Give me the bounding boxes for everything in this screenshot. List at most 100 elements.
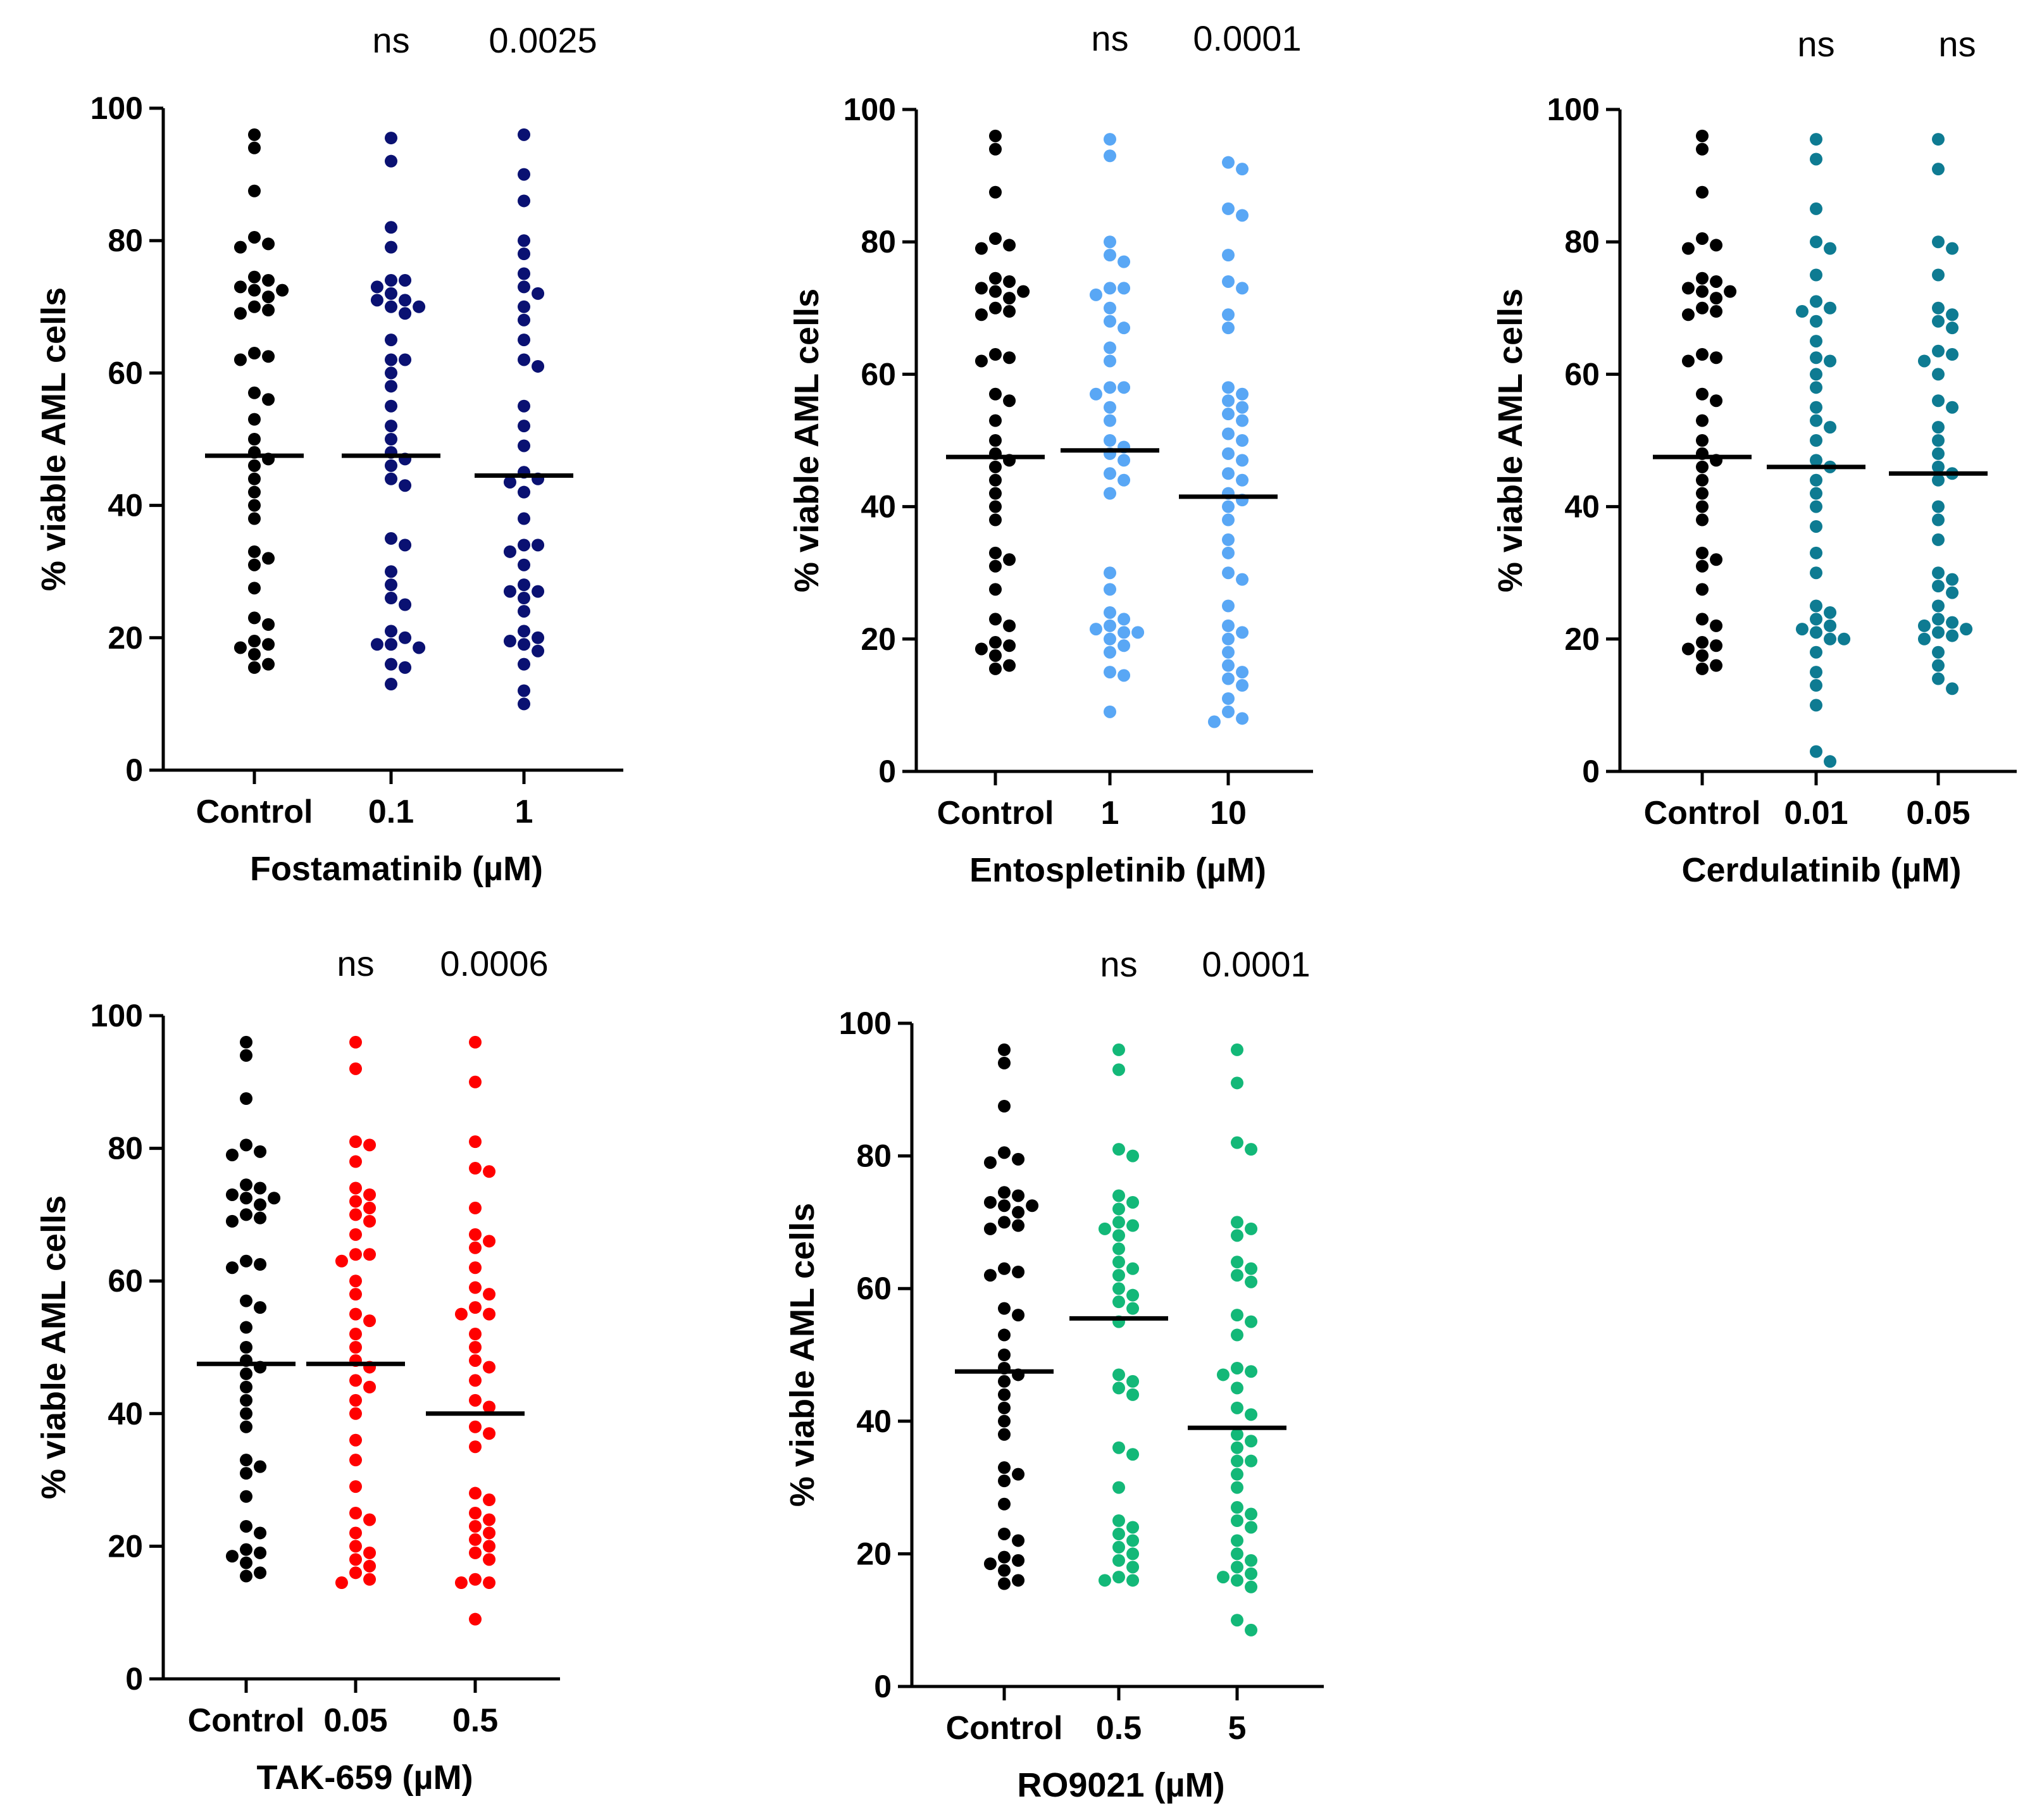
data-point (1245, 1275, 1258, 1288)
data-point (1104, 414, 1116, 427)
data-point (1003, 659, 1016, 672)
y-tick-label: 40 (1564, 489, 1600, 525)
data-point (1104, 645, 1116, 659)
data-point (1126, 1448, 1140, 1461)
data-point (998, 1302, 1011, 1315)
x-tick-label: 1 (515, 794, 533, 830)
data-point (363, 1138, 377, 1152)
data-point (1222, 394, 1235, 408)
data-point (1681, 242, 1695, 255)
data-point (1104, 666, 1116, 679)
data-point (349, 1288, 362, 1301)
data-point (483, 1235, 496, 1248)
data-point (1932, 613, 1945, 626)
data-point (1245, 1262, 1258, 1275)
data-point (1810, 566, 1822, 580)
data-point (1003, 553, 1016, 566)
data-point (385, 221, 397, 234)
data-point (1245, 1507, 1258, 1521)
data-point (1724, 285, 1737, 298)
data-point (1932, 394, 1945, 408)
data-point (1824, 301, 1837, 315)
data-point (1222, 705, 1235, 718)
data-point (1810, 351, 1822, 365)
data-point (1696, 129, 1709, 142)
data-point (503, 545, 516, 558)
significance-label: 0.0001 (1193, 18, 1301, 58)
data-point (518, 399, 530, 413)
data-point (1810, 414, 1822, 427)
data-point (1932, 368, 1945, 381)
data-point (363, 1201, 377, 1214)
x-axis-title: Cerdulatinib (µM) (1681, 851, 1961, 889)
data-point (1236, 282, 1249, 295)
data-point (248, 582, 261, 595)
data-point (254, 1526, 267, 1540)
data-point (363, 1559, 377, 1573)
data-point (349, 1433, 362, 1447)
data-point (998, 1199, 1011, 1212)
data-point (518, 592, 530, 605)
data-point (1681, 354, 1695, 368)
data-point (1231, 1614, 1243, 1627)
data-point (1810, 401, 1822, 414)
x-tick-label: Control (196, 794, 313, 830)
data-point (399, 353, 412, 366)
data-point (363, 1188, 377, 1201)
data-point (349, 1407, 362, 1420)
data-point (240, 1321, 252, 1334)
data-point (1222, 249, 1235, 262)
data-point (349, 1328, 362, 1341)
data-point (1932, 460, 1945, 473)
data-point (240, 1178, 252, 1192)
data-point (1946, 682, 1959, 695)
data-point (1118, 282, 1131, 295)
data-point (469, 1241, 482, 1254)
x-tick-label: Control (946, 1710, 1063, 1747)
data-point (1932, 580, 1945, 593)
data-point (975, 308, 988, 321)
data-point (240, 1490, 252, 1503)
data-point (1012, 1309, 1025, 1322)
data-point (1231, 1547, 1243, 1561)
data-point (1118, 473, 1131, 487)
significance-label: ns (1797, 24, 1834, 64)
data-point (469, 1035, 482, 1049)
x-axis-title: Entospletinib (µM) (969, 851, 1266, 889)
data-point (1118, 321, 1131, 335)
y-tick-label: 40 (856, 1404, 892, 1439)
data-point (1696, 613, 1709, 626)
data-point (1245, 1143, 1258, 1156)
data-point (1696, 583, 1709, 596)
data-point (1810, 645, 1822, 659)
data-point (349, 1181, 362, 1195)
data-point (1696, 500, 1709, 513)
data-point (1104, 315, 1116, 328)
data-point (518, 313, 530, 327)
data-point (385, 287, 397, 300)
data-point (1126, 1388, 1140, 1401)
data-point (469, 1075, 482, 1088)
data-point (240, 1035, 252, 1049)
data-point (518, 638, 530, 651)
data-point (518, 512, 530, 525)
data-point (989, 559, 1002, 573)
data-point (1222, 619, 1235, 632)
data-point (989, 500, 1002, 513)
data-point (469, 1420, 482, 1433)
data-point (240, 1208, 252, 1221)
data-point (469, 1519, 482, 1533)
data-point (349, 1553, 362, 1566)
data-point (370, 638, 383, 651)
data-point (1104, 282, 1116, 295)
data-point (1932, 645, 1945, 659)
data-point (1222, 467, 1235, 480)
data-point (989, 232, 1002, 245)
data-point (399, 307, 412, 320)
data-point (1946, 348, 1959, 361)
data-point (1932, 513, 1945, 527)
data-point (989, 129, 1002, 142)
data-point (385, 399, 397, 413)
data-point (998, 1414, 1011, 1428)
y-axis-title: % viable AML cells (788, 289, 826, 592)
